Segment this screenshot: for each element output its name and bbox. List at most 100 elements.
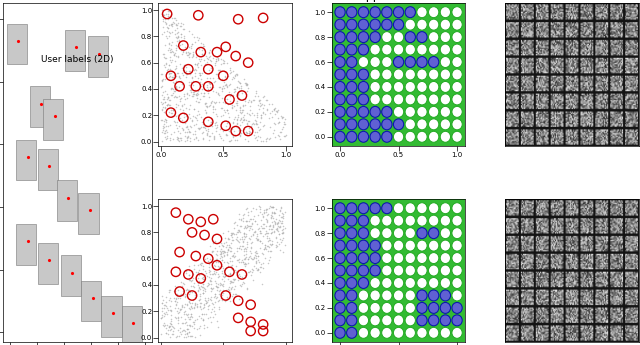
Point (232, 116, 242, 122)
Point (237, 279, 248, 285)
Point (257, 211, 267, 217)
Point (191, 83, 201, 89)
Point (213, 75, 223, 81)
Point (264, 226, 274, 231)
FancyBboxPatch shape (43, 99, 63, 140)
Point (182, 301, 192, 306)
Point (240, 268, 250, 274)
Circle shape (381, 277, 392, 288)
Point (276, 127, 287, 132)
Point (225, 81, 235, 87)
Point (234, 132, 244, 137)
Point (221, 124, 231, 129)
Point (228, 286, 239, 292)
Point (258, 215, 268, 220)
Point (204, 54, 214, 60)
Circle shape (440, 19, 451, 30)
Point (241, 117, 252, 123)
Point (261, 136, 271, 141)
Point (243, 86, 253, 91)
Circle shape (347, 203, 357, 214)
Text: User labels (2D): User labels (2D) (42, 55, 114, 64)
Point (159, 121, 169, 127)
Point (168, 51, 179, 57)
FancyBboxPatch shape (6, 24, 27, 65)
Point (269, 211, 280, 216)
Point (164, 328, 175, 333)
FancyBboxPatch shape (65, 30, 85, 71)
Point (169, 288, 179, 294)
Point (187, 93, 197, 99)
Circle shape (335, 32, 345, 42)
Point (220, 82, 230, 88)
Point (268, 205, 278, 210)
Point (172, 34, 182, 40)
Point (164, 97, 175, 102)
Point (209, 106, 220, 112)
Point (235, 229, 245, 234)
Point (241, 251, 251, 257)
Point (190, 61, 200, 66)
Point (164, 324, 175, 329)
Point (219, 58, 229, 64)
Point (220, 298, 230, 304)
Point (200, 100, 210, 105)
Point (225, 278, 236, 283)
Point (189, 122, 199, 127)
Point (164, 15, 175, 21)
Point (170, 288, 180, 294)
Point (161, 331, 172, 336)
Point (204, 269, 214, 275)
Point (192, 62, 202, 68)
Point (160, 16, 170, 21)
Point (168, 324, 179, 329)
Point (272, 226, 282, 231)
Point (164, 287, 174, 293)
Point (161, 299, 171, 305)
Point (188, 272, 198, 277)
Point (252, 233, 262, 239)
Point (278, 215, 288, 220)
Circle shape (405, 32, 415, 42)
Point (187, 118, 197, 123)
Point (198, 291, 208, 296)
Point (196, 62, 206, 68)
Point (238, 238, 248, 244)
Point (191, 269, 201, 275)
Circle shape (452, 119, 462, 130)
Circle shape (335, 69, 345, 80)
Point (220, 273, 230, 278)
Circle shape (381, 131, 392, 142)
Point (253, 266, 263, 272)
Point (166, 313, 177, 318)
Point (248, 231, 259, 236)
Circle shape (370, 32, 380, 42)
Point (191, 61, 202, 67)
Point (164, 109, 174, 114)
Point (232, 100, 242, 106)
Point (255, 238, 265, 244)
Point (216, 113, 226, 119)
Point (173, 53, 183, 59)
Point (161, 60, 171, 66)
Point (175, 291, 186, 296)
Point (205, 296, 215, 302)
Point (201, 311, 211, 317)
Point (173, 20, 183, 26)
Point (226, 92, 236, 97)
Circle shape (440, 303, 451, 313)
Circle shape (394, 7, 404, 18)
Point (217, 277, 227, 282)
Point (164, 289, 174, 294)
Point (225, 270, 236, 276)
Point (209, 79, 219, 85)
Point (182, 96, 193, 101)
Point (198, 276, 208, 282)
Point (241, 225, 251, 230)
Point (177, 304, 188, 309)
Point (186, 311, 196, 317)
Circle shape (417, 290, 427, 301)
Point (179, 33, 189, 39)
Circle shape (370, 240, 380, 251)
Circle shape (405, 203, 415, 214)
